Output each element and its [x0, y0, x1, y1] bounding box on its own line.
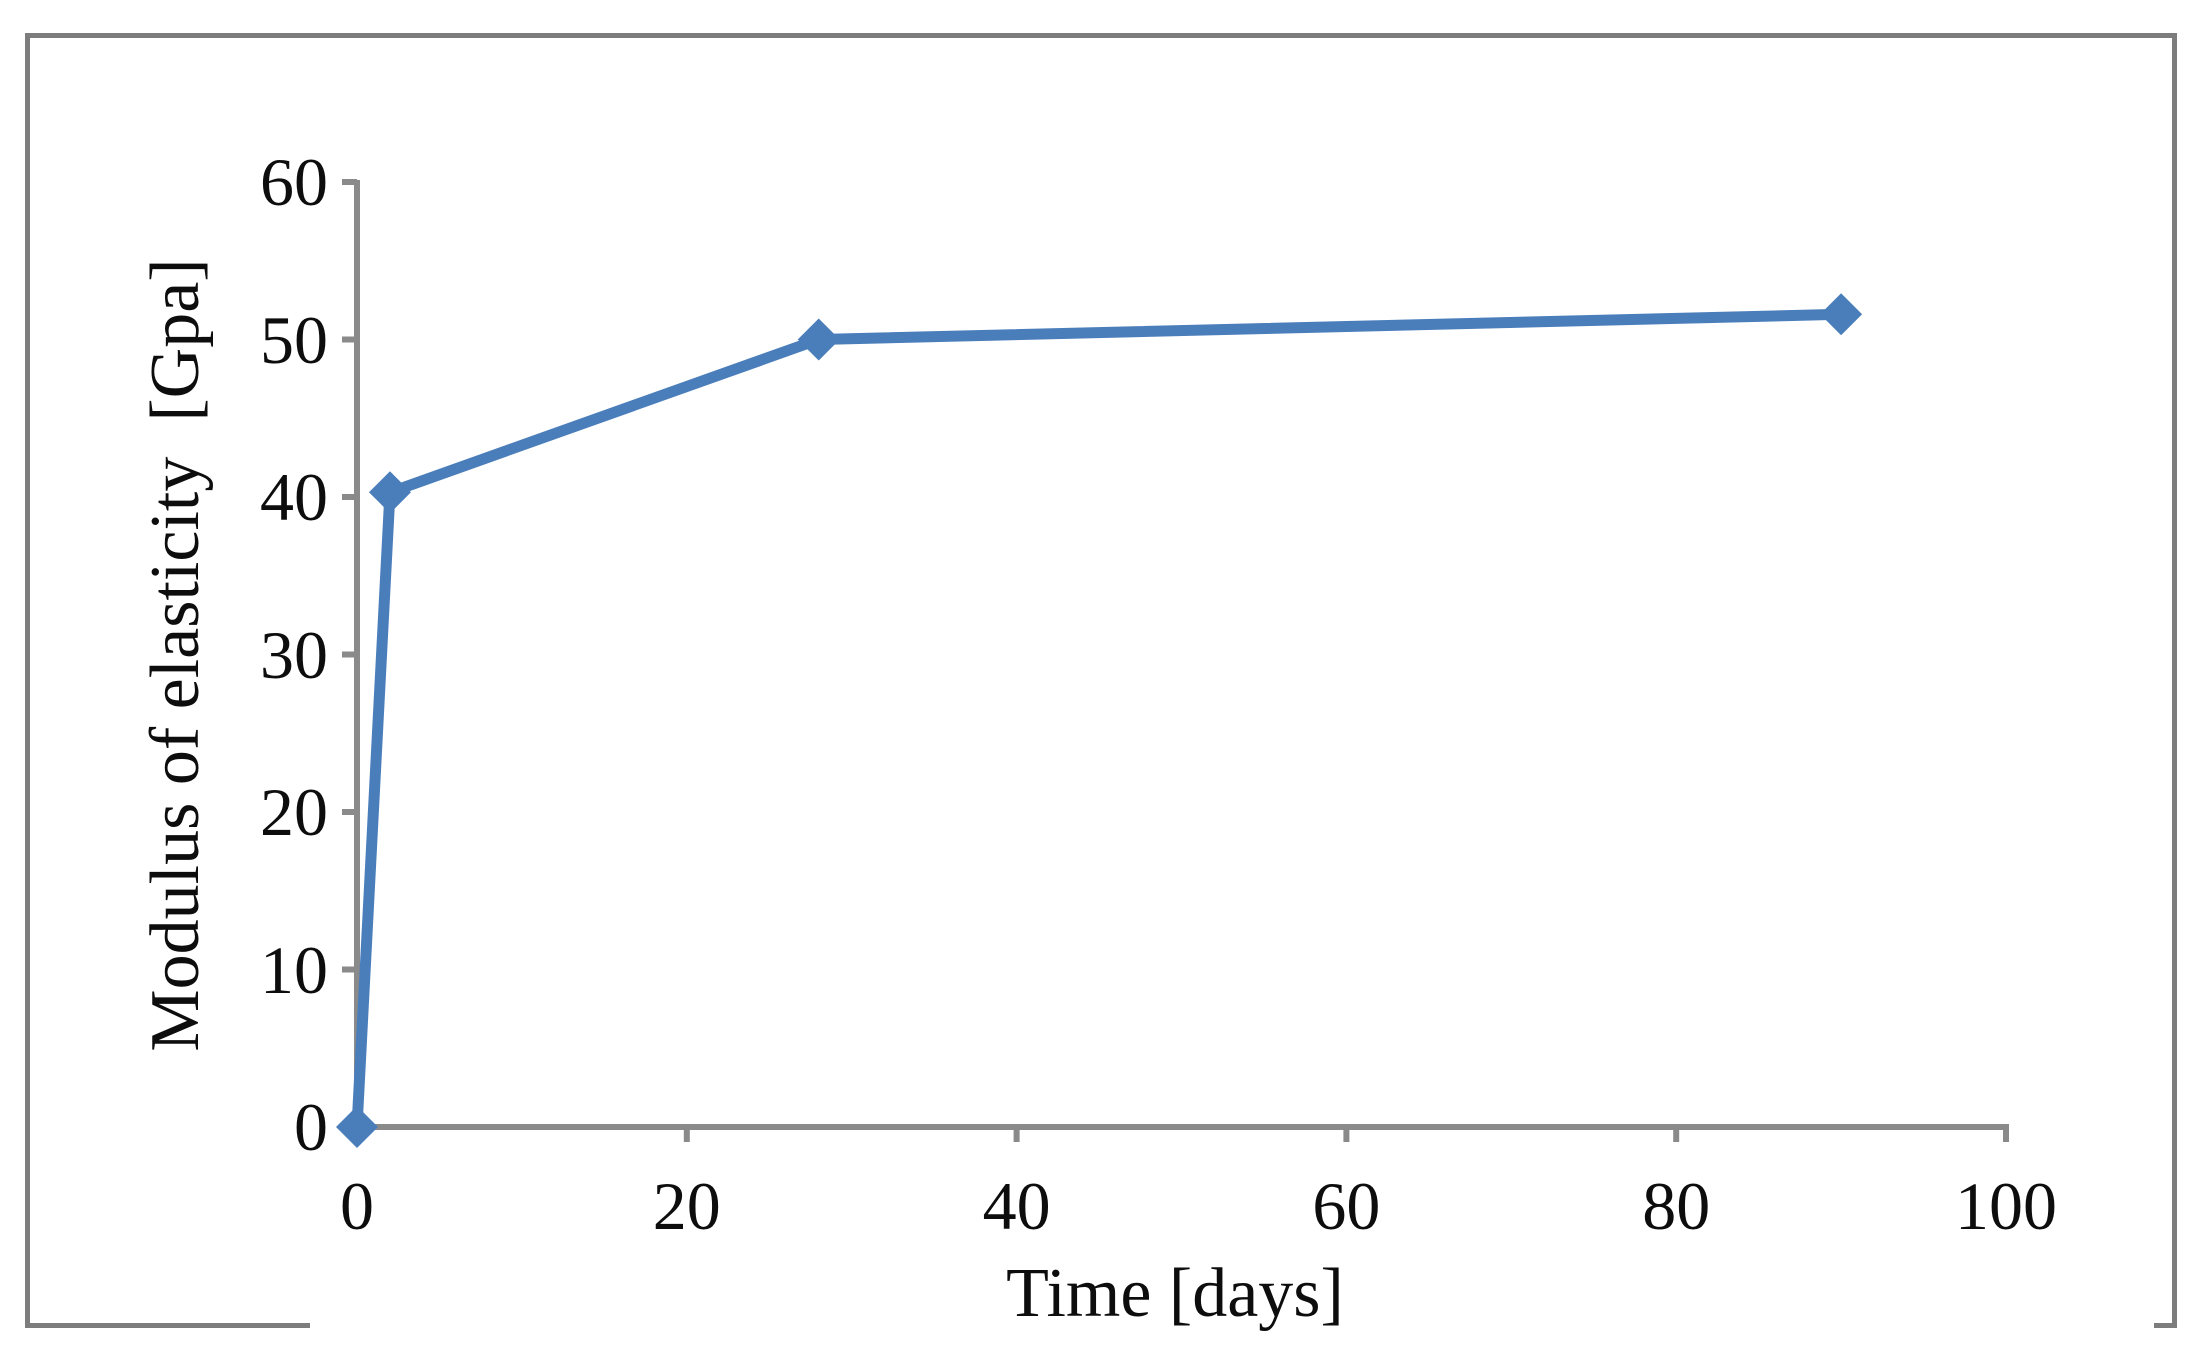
x-tick-label: 100 [1955, 1168, 2057, 1244]
x-tick-label: 40 [982, 1168, 1051, 1244]
data-point-marker [797, 318, 840, 361]
data-point-marker [368, 471, 411, 514]
data-point-marker [1820, 293, 1863, 336]
x-tick-label: 60 [1312, 1168, 1381, 1244]
figure-border-bottom-left [25, 1323, 310, 1328]
figure-border-left [25, 33, 30, 1328]
y-tick-label: 50 [260, 301, 328, 378]
x-tick-label: 0 [340, 1168, 374, 1244]
y-tick-label: 20 [260, 774, 328, 850]
y-axis-title: Modulus of elasticity [Gpa] [137, 258, 214, 1052]
x-axis-title: Time [days] [1006, 1255, 1344, 1332]
figure-border-top [25, 33, 2177, 38]
figure-border-bottom-right [2154, 1323, 2177, 1328]
y-tick-label: 10 [260, 931, 328, 1008]
x-tick-label: 20 [652, 1168, 721, 1244]
y-tick-label: 60 [260, 144, 328, 220]
figure-border-right [2172, 33, 2177, 1328]
chart-line [351, 308, 1842, 1128]
x-tick-label: 80 [1642, 1168, 1711, 1244]
y-tick-label: 30 [260, 616, 328, 693]
y-tick-label: 0 [294, 1089, 328, 1165]
data-point-marker [336, 1106, 378, 1148]
y-tick-label: 40 [260, 459, 328, 535]
